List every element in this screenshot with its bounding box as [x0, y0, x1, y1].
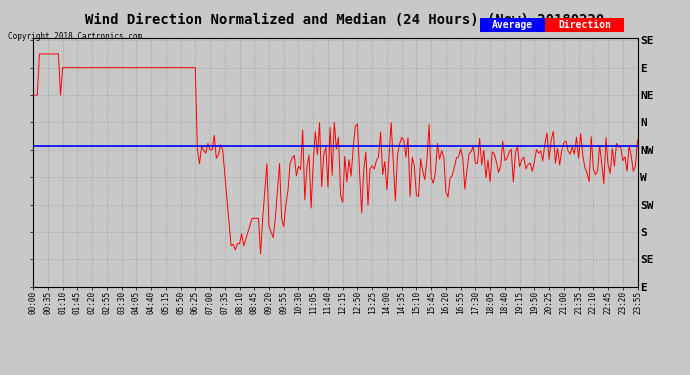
Text: Wind Direction Normalized and Median (24 Hours) (New) 20180220: Wind Direction Normalized and Median (24…: [86, 13, 604, 27]
Text: Average: Average: [492, 20, 533, 30]
Text: Copyright 2018 Cartronics.com: Copyright 2018 Cartronics.com: [8, 32, 142, 41]
Text: Direction: Direction: [558, 20, 611, 30]
